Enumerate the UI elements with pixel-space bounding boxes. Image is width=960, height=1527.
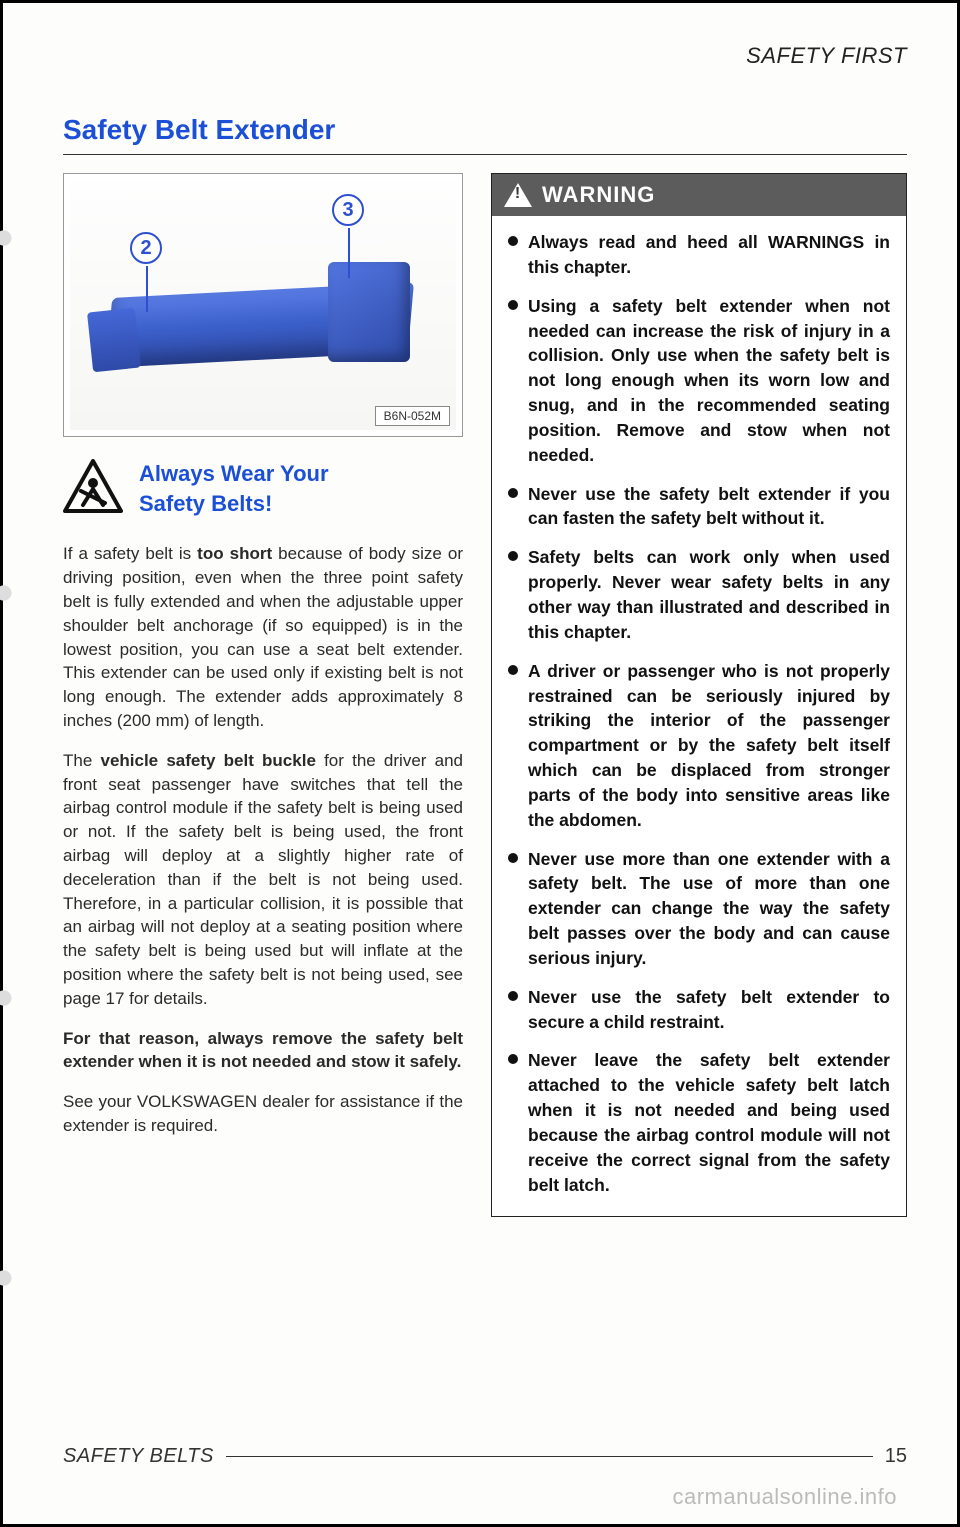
binding-mark bbox=[0, 1263, 15, 1293]
manual-page: SAFETY FIRST Safety Belt Extender 2 3 B6… bbox=[0, 0, 960, 1527]
watermark: carmanualsonline.info bbox=[672, 1484, 897, 1510]
belt-latch bbox=[87, 308, 141, 373]
belt-buckle bbox=[328, 262, 410, 362]
callout-2-leader bbox=[146, 266, 148, 312]
figure-label: B6N-052M bbox=[375, 406, 450, 426]
wear-line2: Safety Belts! bbox=[139, 491, 272, 516]
page-number: 15 bbox=[885, 1445, 907, 1468]
paragraph-1: If a safety belt is too short because of… bbox=[63, 542, 463, 732]
callout-3: 3 bbox=[332, 194, 364, 226]
footer-section: SAFETY BELTS bbox=[63, 1445, 214, 1468]
content-columns: 2 3 B6N-052M Always Wear Your Safety Bel… bbox=[63, 173, 907, 1217]
always-wear-title: Always Wear Your Safety Belts! bbox=[139, 459, 329, 518]
page-footer: SAFETY BELTS 15 bbox=[63, 1445, 907, 1468]
warning-item: Never use the safety belt extender to se… bbox=[508, 985, 890, 1035]
wear-line1: Always Wear Your bbox=[139, 461, 329, 486]
binding-mark bbox=[0, 578, 15, 608]
bullet-icon bbox=[508, 551, 518, 561]
bullet-icon bbox=[508, 488, 518, 498]
always-wear-block: Always Wear Your Safety Belts! bbox=[63, 459, 463, 518]
warning-item: Never leave the safety belt extender att… bbox=[508, 1048, 890, 1197]
warning-body: Always read and heed all WARNINGS in thi… bbox=[492, 216, 906, 1216]
section-title: Safety Belt Extender bbox=[63, 114, 907, 146]
binding-mark bbox=[0, 223, 15, 253]
warning-item: Safety belts can work only when used pro… bbox=[508, 545, 890, 644]
warning-item: Using a safety belt extender when not ne… bbox=[508, 294, 890, 468]
paragraph-4: See your VOLKSWAGEN dealer for assistanc… bbox=[63, 1090, 463, 1138]
warning-item: Always read and heed all WARNINGS in thi… bbox=[508, 230, 890, 280]
callout-3-leader bbox=[348, 228, 350, 278]
warning-triangle-icon bbox=[504, 183, 532, 207]
paragraph-3: For that reason, always remove the safet… bbox=[63, 1027, 463, 1075]
warning-item: Never use the safety belt extender if yo… bbox=[508, 482, 890, 532]
belt-extender-illustration: 2 3 B6N-052M bbox=[70, 180, 456, 430]
footer-rule bbox=[226, 1456, 873, 1457]
figure-frame: 2 3 B6N-052M bbox=[63, 173, 463, 437]
bullet-icon bbox=[508, 991, 518, 1001]
binding-mark bbox=[0, 983, 15, 1013]
bullet-icon bbox=[508, 236, 518, 246]
left-column: 2 3 B6N-052M Always Wear Your Safety Bel… bbox=[63, 173, 463, 1217]
warning-header: WARNING bbox=[492, 174, 906, 216]
warning-header-text: WARNING bbox=[542, 182, 655, 208]
bullet-icon bbox=[508, 300, 518, 310]
bullet-icon bbox=[508, 853, 518, 863]
bullet-icon bbox=[508, 665, 518, 675]
warning-item: A driver or passenger who is not properl… bbox=[508, 659, 890, 833]
callout-2: 2 bbox=[130, 232, 162, 264]
paragraph-2: The vehicle safety belt buckle for the d… bbox=[63, 749, 463, 1011]
warning-item: Never use more than one extender with a … bbox=[508, 847, 890, 971]
bullet-icon bbox=[508, 1054, 518, 1064]
running-head: SAFETY FIRST bbox=[63, 43, 907, 69]
right-column: WARNING Always read and heed all WARNING… bbox=[491, 173, 907, 1217]
warning-box: WARNING Always read and heed all WARNING… bbox=[491, 173, 907, 1217]
title-rule bbox=[63, 154, 907, 155]
seatbelt-warning-icon bbox=[63, 459, 123, 513]
